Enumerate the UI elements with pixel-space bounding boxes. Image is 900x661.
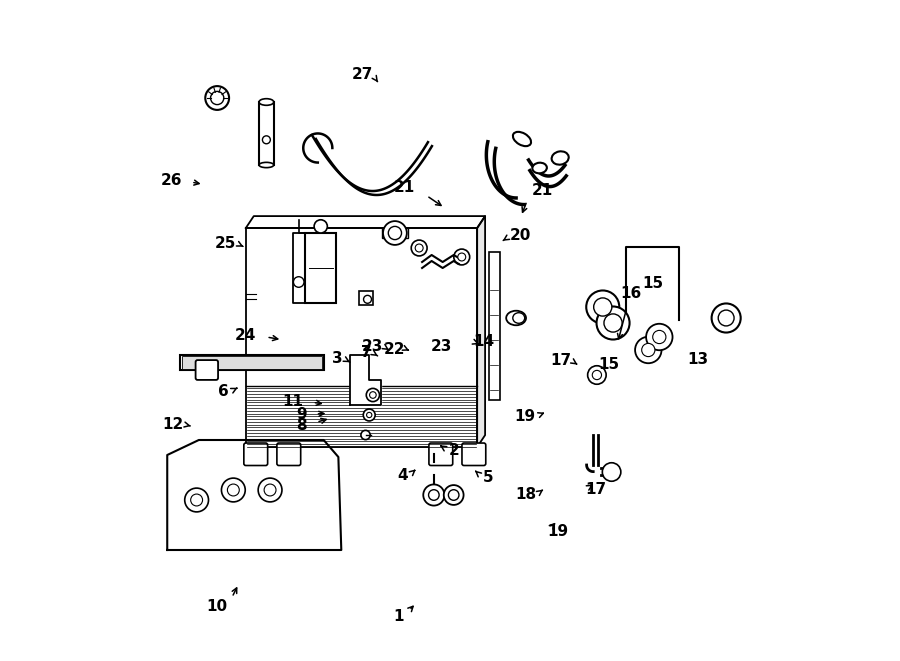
Text: 17: 17: [586, 482, 607, 496]
Bar: [259, 102, 274, 165]
Ellipse shape: [532, 163, 547, 173]
Circle shape: [642, 344, 655, 357]
Text: 14: 14: [473, 334, 494, 349]
Text: 4: 4: [398, 469, 409, 483]
Text: 5: 5: [482, 470, 493, 485]
Bar: [489, 252, 500, 400]
Text: 26: 26: [161, 173, 183, 188]
Circle shape: [258, 478, 282, 502]
Ellipse shape: [552, 151, 569, 165]
Circle shape: [458, 253, 465, 261]
Circle shape: [205, 86, 230, 110]
Text: 15: 15: [598, 358, 619, 372]
Polygon shape: [167, 440, 341, 550]
Ellipse shape: [513, 132, 531, 146]
Circle shape: [712, 303, 741, 332]
Text: 24: 24: [234, 328, 256, 342]
Text: 23: 23: [362, 339, 383, 354]
Circle shape: [448, 490, 459, 500]
Circle shape: [428, 490, 439, 500]
Circle shape: [635, 337, 662, 364]
Text: 21: 21: [393, 180, 415, 195]
Ellipse shape: [259, 163, 274, 168]
Text: 9: 9: [296, 407, 307, 422]
Text: 25: 25: [215, 236, 237, 251]
Circle shape: [415, 244, 423, 252]
Text: 12: 12: [162, 417, 184, 432]
Text: 6: 6: [219, 385, 230, 399]
Bar: [182, 356, 321, 369]
Circle shape: [361, 430, 370, 440]
Text: 16: 16: [620, 286, 641, 301]
Circle shape: [604, 314, 622, 332]
Text: 3: 3: [332, 351, 343, 366]
Circle shape: [366, 412, 372, 418]
Text: 20: 20: [510, 229, 532, 243]
FancyBboxPatch shape: [195, 360, 218, 380]
Circle shape: [263, 136, 270, 143]
Text: 19: 19: [514, 409, 536, 424]
Bar: [359, 292, 374, 305]
Text: 2: 2: [449, 444, 459, 458]
Text: 23: 23: [431, 339, 452, 354]
Circle shape: [383, 221, 407, 245]
Circle shape: [264, 484, 276, 496]
Text: 1: 1: [393, 609, 404, 623]
Text: 17: 17: [550, 353, 571, 368]
Text: 15: 15: [642, 276, 663, 291]
Circle shape: [586, 290, 619, 323]
Ellipse shape: [506, 311, 526, 325]
Circle shape: [293, 277, 304, 288]
Ellipse shape: [259, 98, 274, 105]
Circle shape: [364, 295, 372, 303]
Bar: [180, 355, 324, 370]
FancyBboxPatch shape: [244, 443, 267, 465]
Circle shape: [370, 392, 376, 399]
Bar: [305, 233, 337, 303]
Text: 27: 27: [351, 67, 373, 82]
Circle shape: [366, 389, 380, 402]
Circle shape: [444, 485, 464, 505]
Circle shape: [211, 91, 224, 104]
Circle shape: [588, 366, 606, 384]
Polygon shape: [350, 355, 381, 405]
Text: 10: 10: [206, 600, 227, 614]
Circle shape: [364, 409, 375, 421]
Text: 18: 18: [516, 487, 536, 502]
Circle shape: [221, 478, 245, 502]
Circle shape: [594, 298, 612, 316]
Circle shape: [184, 488, 209, 512]
Text: 22: 22: [384, 342, 406, 356]
Circle shape: [314, 219, 328, 233]
FancyBboxPatch shape: [462, 443, 486, 465]
Text: 21: 21: [531, 183, 553, 198]
FancyBboxPatch shape: [429, 443, 453, 465]
Text: 11: 11: [283, 394, 303, 408]
Circle shape: [388, 226, 401, 239]
Polygon shape: [246, 216, 485, 228]
Circle shape: [652, 330, 666, 344]
Circle shape: [411, 240, 428, 256]
Circle shape: [592, 370, 601, 379]
Circle shape: [646, 324, 672, 350]
Polygon shape: [477, 216, 485, 447]
Text: 7: 7: [362, 345, 372, 360]
Circle shape: [602, 463, 621, 481]
Bar: [246, 228, 477, 447]
Circle shape: [718, 310, 734, 326]
Text: 13: 13: [688, 352, 708, 367]
Text: 19: 19: [547, 524, 568, 539]
Text: 8: 8: [296, 418, 307, 432]
Ellipse shape: [513, 313, 525, 323]
Circle shape: [191, 494, 202, 506]
Circle shape: [228, 484, 239, 496]
FancyBboxPatch shape: [277, 443, 301, 465]
Circle shape: [597, 307, 630, 340]
Circle shape: [454, 249, 470, 265]
Bar: [382, 228, 408, 237]
Circle shape: [423, 485, 445, 506]
